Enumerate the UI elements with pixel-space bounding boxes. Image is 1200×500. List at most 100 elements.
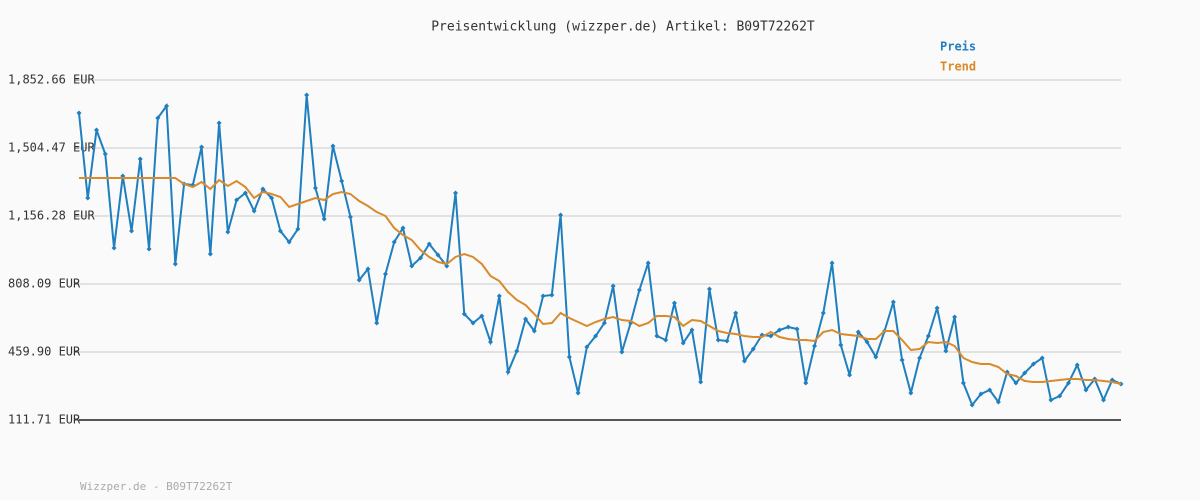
point-marker [689, 327, 695, 333]
point-marker [155, 115, 161, 121]
point-marker [129, 228, 135, 234]
point-marker [715, 337, 721, 343]
point-marker [400, 225, 406, 231]
point-marker [724, 338, 730, 344]
point-marker [785, 324, 791, 330]
point-marker [496, 293, 502, 299]
point-marker [829, 260, 835, 266]
point-marker [312, 185, 318, 191]
point-marker [960, 380, 966, 386]
point-marker [943, 348, 949, 354]
point-marker [558, 212, 564, 218]
point-marker [636, 287, 642, 293]
point-marker [663, 337, 669, 343]
point-marker [444, 263, 450, 269]
point-marker [514, 348, 520, 354]
point-marker [575, 390, 581, 396]
point-marker [286, 239, 292, 245]
point-marker [1074, 362, 1080, 368]
point-marker [1057, 393, 1063, 399]
point-marker [461, 311, 467, 317]
point-marker [987, 387, 993, 393]
point-marker [85, 195, 91, 201]
point-marker [225, 229, 231, 235]
point-marker [864, 339, 870, 345]
point-marker [505, 369, 511, 375]
point-marker [610, 283, 616, 289]
point-marker [978, 391, 984, 397]
point-marker [706, 286, 712, 292]
point-marker [409, 263, 415, 269]
point-marker [277, 228, 283, 234]
point-marker [488, 339, 494, 345]
point-marker [146, 246, 152, 252]
point-marker [820, 310, 826, 316]
point-marker [479, 313, 485, 319]
point-marker [172, 261, 178, 267]
point-marker [523, 316, 529, 322]
point-marker [453, 190, 459, 196]
point-marker [838, 342, 844, 348]
point-marker [382, 271, 388, 277]
point-marker [426, 241, 432, 247]
point-marker [593, 333, 599, 339]
point-marker [934, 305, 940, 311]
point-marker [654, 333, 660, 339]
point-marker [251, 208, 257, 214]
y-tick-label: 111.71 EUR [8, 413, 81, 427]
point-marker [1083, 387, 1089, 393]
point-marker [619, 349, 625, 355]
point-marker [365, 266, 371, 272]
y-tick-label: 1,504.47 EUR [8, 141, 95, 155]
point-marker [925, 333, 931, 339]
point-marker [1030, 361, 1036, 367]
point-marker [94, 127, 100, 133]
point-marker [566, 354, 572, 360]
point-marker [549, 292, 555, 298]
point-marker [470, 320, 476, 326]
point-marker [137, 156, 143, 162]
point-marker [803, 380, 809, 386]
point-marker [391, 239, 397, 245]
series-line [78, 94, 1122, 407]
point-marker [1013, 380, 1019, 386]
point-marker [417, 255, 423, 261]
point-marker [531, 328, 537, 334]
point-marker [671, 300, 677, 306]
point-marker [76, 110, 82, 116]
point-marker [777, 327, 783, 333]
point-marker [733, 310, 739, 316]
point-marker [111, 245, 117, 251]
y-tick-label: 1,156.28 EUR [8, 209, 95, 223]
point-marker [207, 251, 213, 257]
point-marker [750, 346, 756, 352]
point-marker [269, 195, 275, 201]
point-marker [890, 299, 896, 305]
point-marker [1065, 380, 1071, 386]
point-marker [374, 320, 380, 326]
point-marker [1048, 397, 1054, 403]
chart-title: Preisentwicklung (wizzper.de) Artikel: B… [431, 20, 815, 35]
point-marker [1100, 397, 1106, 403]
point-marker [242, 190, 248, 196]
legend-entry: Preis [940, 40, 976, 54]
point-marker [873, 354, 879, 360]
point-marker [339, 178, 345, 184]
point-marker [794, 326, 800, 332]
point-marker [645, 260, 651, 266]
point-marker [102, 151, 108, 157]
point-marker [540, 293, 546, 299]
legend-entry: Trend [940, 60, 976, 74]
point-marker [698, 379, 704, 385]
point-marker [584, 344, 590, 350]
point-marker [768, 333, 774, 339]
point-marker [917, 355, 923, 361]
point-marker [1039, 355, 1045, 361]
footer: Wizzper.de - B09T72262T [80, 480, 233, 493]
point-marker [164, 103, 170, 109]
point-marker [321, 216, 327, 222]
point-marker [969, 402, 975, 408]
